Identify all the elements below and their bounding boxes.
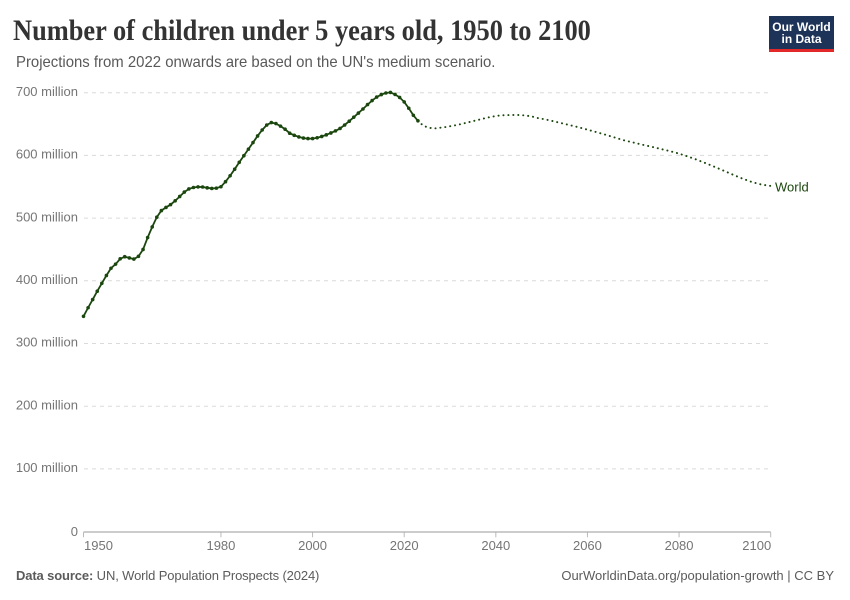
svg-text:1980: 1980 — [206, 538, 235, 553]
svg-text:World: World — [775, 180, 809, 195]
svg-text:2100: 2100 — [742, 538, 771, 553]
svg-text:2000: 2000 — [298, 538, 327, 553]
svg-text:0: 0 — [71, 524, 78, 539]
svg-text:2080: 2080 — [665, 538, 694, 553]
svg-text:2060: 2060 — [573, 538, 602, 553]
svg-text:600 million: 600 million — [16, 147, 78, 162]
svg-text:2020: 2020 — [390, 538, 419, 553]
svg-text:200 million: 200 million — [16, 397, 78, 412]
svg-text:2040: 2040 — [481, 538, 510, 553]
svg-text:500 million: 500 million — [16, 209, 78, 224]
svg-text:400 million: 400 million — [16, 272, 78, 287]
svg-text:100 million: 100 million — [16, 460, 78, 475]
svg-text:300 million: 300 million — [16, 335, 78, 350]
svg-text:1950: 1950 — [84, 538, 113, 553]
svg-text:700 million: 700 million — [16, 84, 78, 99]
